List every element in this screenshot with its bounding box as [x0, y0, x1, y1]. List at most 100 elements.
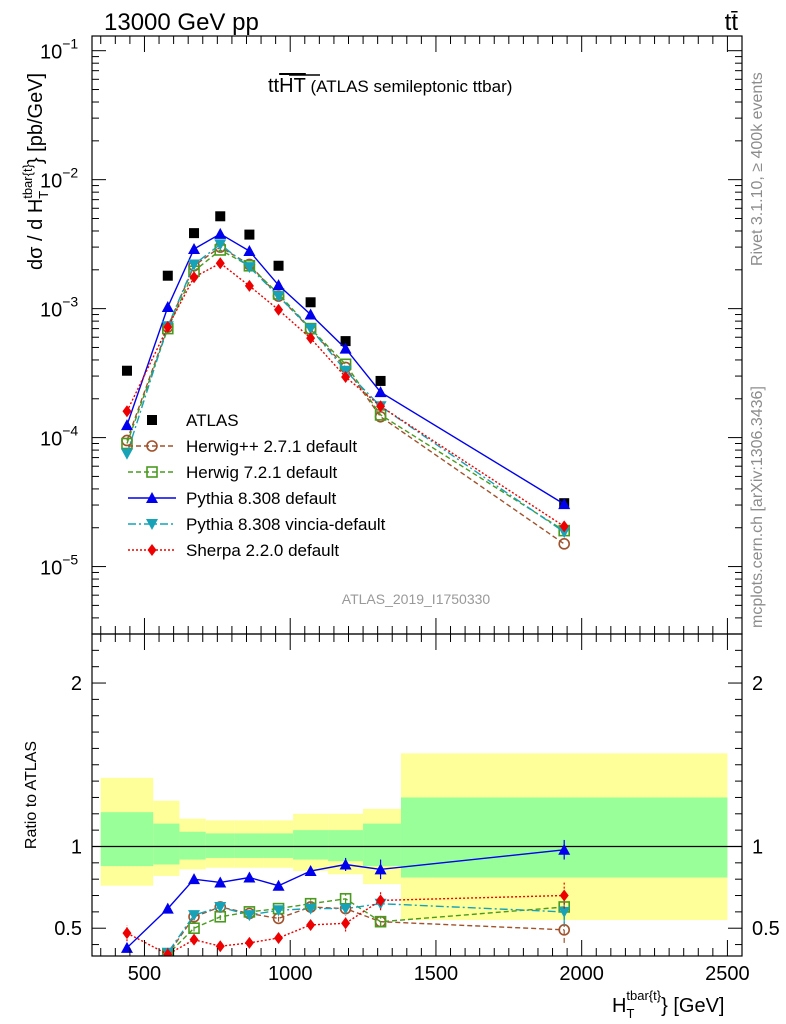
band-green: [179, 831, 206, 860]
main-ytick-exp: −3: [62, 294, 78, 310]
ratio-point-vincia: [188, 910, 201, 922]
ratio-frame: [91, 633, 743, 957]
band-green: [205, 833, 235, 858]
ratio-xtick-label: 500: [128, 963, 161, 985]
ratio-point-pythia: [188, 873, 201, 885]
main-ytick-exp: −5: [62, 552, 78, 568]
ratio-point-vincia: [304, 903, 317, 915]
band-green: [153, 823, 180, 865]
ratio-point-pythia: [214, 876, 227, 888]
ratio-point-vincia: [214, 901, 227, 913]
ratio-point-sherpa: [376, 894, 386, 907]
main-title-prefix: tt: [268, 75, 280, 97]
legend-label-herwig7: Herwig 7.2.1 default: [186, 463, 337, 482]
ratio-point-pythia: [558, 843, 571, 855]
main-panel: 10−5 10−4 10−3 10−2 10−1: [40, 35, 743, 635]
point-sherpa: [559, 520, 569, 533]
ratio-point-sherpa: [559, 889, 569, 902]
legend-marker-sherpa: [147, 544, 157, 556]
ratio-point-sherpa: [122, 927, 132, 940]
band-green: [293, 830, 329, 860]
ratio-panel: 0.5 0.51 12 2500 1000 1500 2000 2500: [54, 633, 780, 985]
point-atlas: [121, 365, 132, 376]
header-right: tt̄: [725, 9, 739, 36]
point-pythia: [214, 227, 227, 239]
legend-marker-pythia: [146, 492, 158, 503]
main-data-layer: [120, 211, 571, 550]
band-green: [363, 823, 401, 867]
ratio-xtick-label: 2500: [705, 963, 750, 985]
point-sherpa: [274, 303, 284, 316]
point-atlas: [189, 228, 200, 239]
ratio-point-sherpa: [244, 936, 254, 949]
point-pythia: [120, 419, 133, 431]
point-vincia: [304, 323, 317, 335]
point-sherpa: [163, 321, 173, 334]
series-line-sherpa: [126, 262, 565, 527]
point-atlas: [244, 229, 255, 240]
point-vincia: [120, 448, 133, 460]
ratio-xtick-label: 1500: [414, 963, 459, 985]
point-sherpa: [215, 257, 225, 270]
ratio-point-pythia: [161, 902, 174, 914]
main-title-overlined: HT: [279, 75, 306, 97]
ratio-data-layer: [120, 839, 571, 956]
point-atlas: [340, 336, 351, 347]
ratio-line-sherpa: [126, 894, 565, 956]
legend-label-vincia: Pythia 8.308 vincia-default: [186, 515, 386, 534]
main-title: ttHT (ATLAS semileptonic ttbar): [268, 75, 512, 97]
mcplots-label: mcplots.cern.ch [arXiv:1306.3436]: [749, 386, 766, 628]
point-atlas: [162, 270, 173, 281]
ratio-point-vincia: [272, 905, 285, 917]
series-line-herwig7: [126, 249, 565, 532]
legend-marker-atlas: [147, 415, 157, 425]
band-green: [234, 833, 264, 858]
ratio-ylabel: Ratio to ATLAS: [23, 741, 40, 849]
ratio-point-pythia: [374, 863, 387, 875]
ratio-line-herwig7: [159, 898, 565, 956]
series-line-pythia: [126, 233, 565, 505]
main-ytick-label: 10−4: [40, 423, 78, 451]
ratio-line-pythia: [126, 849, 565, 949]
point-sherpa: [341, 371, 351, 384]
ratio-point-herwig7: [188, 922, 200, 935]
point-vincia: [243, 262, 256, 274]
ratio-point-pythia: [304, 865, 317, 877]
legend-label-herwigpp: Herwig++ 2.7.1 default: [186, 437, 357, 456]
point-pythia: [161, 300, 174, 312]
band-green: [100, 812, 154, 867]
ratio-point-pythia: [272, 879, 285, 891]
band-green: [263, 833, 294, 858]
rivet-label: Rivet 3.1.10, ≥ 400k events: [749, 72, 766, 266]
point-pythia: [304, 308, 317, 320]
point-atlas: [273, 260, 284, 271]
main-ytick-label: 10−3: [40, 294, 78, 322]
ratio-point-vincia: [339, 903, 352, 915]
ratio-bands: [100, 753, 728, 921]
legend-marker-herwigpp: [146, 440, 158, 452]
point-atlas: [375, 375, 386, 386]
point-vincia: [558, 527, 571, 539]
ratio-point-vincia: [558, 906, 571, 918]
point-sherpa: [306, 332, 316, 345]
ratio-point-sherpa: [274, 932, 284, 945]
point-pythia: [243, 244, 256, 256]
point-vincia: [214, 239, 227, 251]
ratio-point-sherpa: [341, 917, 351, 930]
ratio-ytick-label-right: 2: [752, 673, 763, 695]
legend: ATLAS Herwig++ 2.7.1 default Herwig 7.2.1 …: [128, 411, 386, 560]
point-sherpa: [189, 271, 199, 284]
ratio-xtick-label: 2000: [559, 963, 604, 985]
ratio-line-herwigpp: [156, 906, 565, 956]
main-ytick-exp: −1: [62, 36, 78, 52]
point-atlas: [305, 297, 316, 308]
main-ytick-label: 10−1: [40, 36, 78, 64]
point-sherpa: [376, 400, 386, 413]
main-ytick-exp: −4: [62, 423, 78, 439]
series-line-vincia: [126, 243, 565, 533]
ratio-ytick-label-right: 1: [752, 836, 763, 858]
header-left: 13000 GeV pp: [104, 9, 259, 36]
main-title-suffix: (ATLAS semileptonic ttbar): [306, 77, 513, 96]
ratio-point-herwig7: [374, 915, 387, 928]
